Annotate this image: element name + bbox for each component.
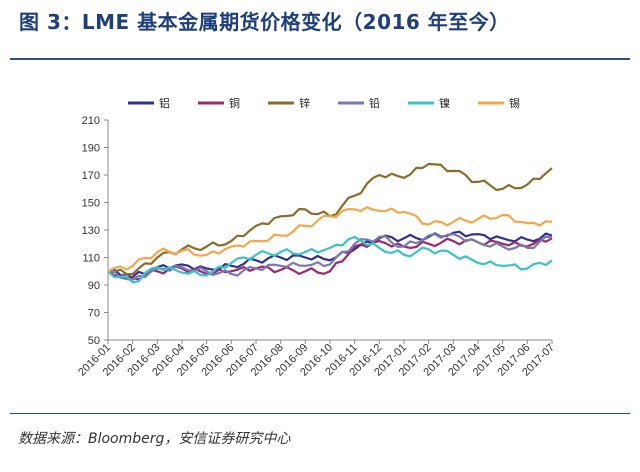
y-tick-label: 90 [88,280,100,292]
legend-label: 铜 [229,96,240,110]
legend-label: 铝 [159,96,170,110]
y-tick-label: 50 [88,335,100,347]
series-line-0 [107,230,553,280]
y-tick-label: 190 [82,143,100,155]
legend: 铝铜锌铅镍锡 [128,96,520,110]
legend-label: 镍 [439,96,450,110]
y-tick-label: 150 [82,198,100,210]
series-line-3 [107,232,553,281]
series-line-2 [107,162,553,276]
legend-label: 锡 [509,96,520,110]
chart-title: 图 3：LME 基本金属期货价格变化（2016 年至今） [19,10,510,34]
y-tick-label: 70 [88,308,100,320]
series-lines [107,162,553,284]
y-tick-label: 130 [82,225,100,237]
axes: 5070901101301501701902102016-012016-0220… [76,115,557,379]
legend-label: 锌 [299,96,310,110]
y-tick-label: 110 [82,253,100,265]
title-divider [10,58,630,60]
y-tick-label: 170 [82,170,100,182]
series-line-4 [107,235,553,284]
y-tick-label: 210 [82,115,100,127]
source-note: 数据来源：Bloomberg，安信证券研究中心 [18,431,291,447]
legend-label: 铅 [369,96,380,110]
footer-divider [10,413,630,414]
series-line-5 [107,206,553,273]
